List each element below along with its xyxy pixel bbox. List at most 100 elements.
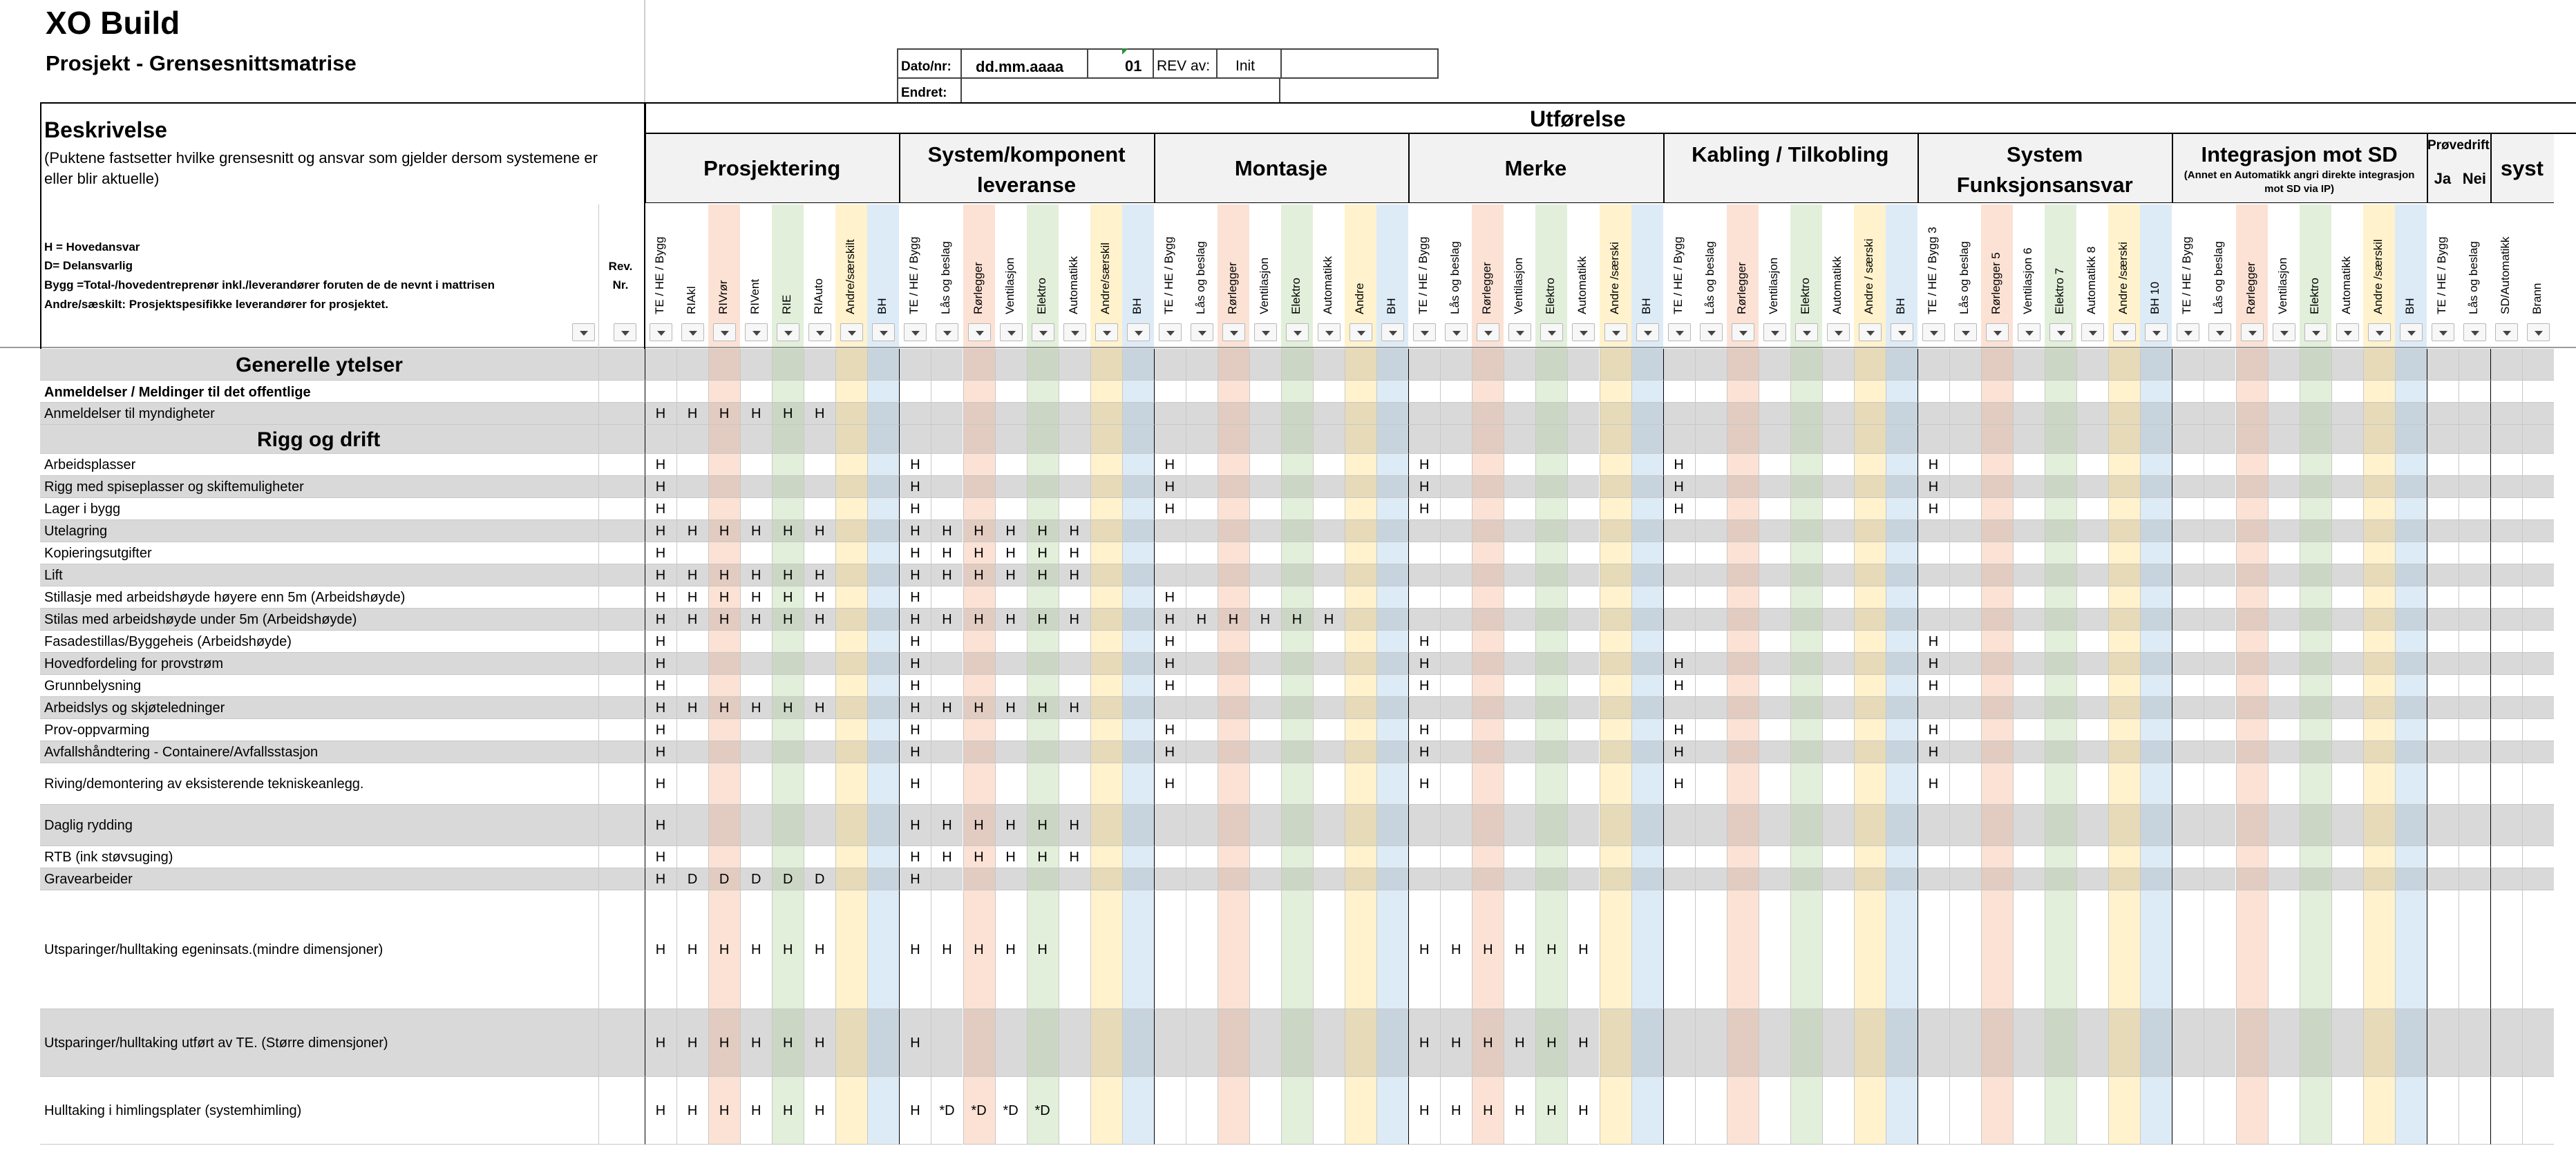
matrix-cell[interactable]: [1121, 476, 1154, 498]
matrix-cell[interactable]: [1599, 520, 1631, 542]
matrix-cell[interactable]: [2172, 719, 2204, 741]
rev-cell[interactable]: [598, 476, 645, 498]
matrix-cell[interactable]: [1153, 846, 1186, 868]
matrix-cell[interactable]: [2235, 631, 2268, 653]
rev-cell[interactable]: [598, 403, 645, 425]
matrix-cell[interactable]: [1949, 805, 1982, 846]
matrix-cell[interactable]: [804, 454, 836, 476]
matrix-cell[interactable]: [2045, 697, 2077, 719]
matrix-cell[interactable]: [1885, 586, 1917, 609]
matrix-cell[interactable]: [1408, 763, 1441, 805]
matrix-cell[interactable]: [1853, 1077, 1886, 1145]
matrix-cell[interactable]: [1567, 890, 1600, 1009]
matrix-cell[interactable]: [2426, 454, 2459, 476]
matrix-cell[interactable]: [1345, 653, 1377, 675]
matrix-cell[interactable]: [1313, 741, 1345, 763]
matrix-cell[interactable]: [994, 675, 1027, 697]
matrix-cell[interactable]: [1153, 719, 1186, 741]
table-row[interactable]: [40, 564, 598, 586]
matrix-cell[interactable]: [1885, 1009, 1917, 1077]
matrix-cell[interactable]: [1058, 631, 1090, 653]
matrix-cell[interactable]: [2140, 719, 2172, 741]
matrix-cell[interactable]: [1249, 403, 1281, 425]
matrix-cell[interactable]: [1249, 719, 1281, 741]
matrix-cell[interactable]: [963, 868, 995, 890]
matrix-cell[interactable]: [867, 349, 900, 381]
matrix-cell[interactable]: [2235, 805, 2268, 846]
matrix-cell[interactable]: [772, 349, 804, 381]
matrix-cell[interactable]: [2267, 631, 2300, 653]
matrix-cell[interactable]: [1026, 542, 1059, 564]
matrix-cell[interactable]: [2426, 1077, 2459, 1145]
matrix-cell[interactable]: [2235, 381, 2268, 403]
matrix-cell[interactable]: [1217, 890, 1249, 1009]
matrix-cell[interactable]: [2204, 805, 2236, 846]
matrix-cell[interactable]: [1472, 741, 1504, 763]
subheader-row[interactable]: [40, 381, 598, 403]
matrix-cell[interactable]: [804, 719, 836, 741]
matrix-cell[interactable]: [1472, 675, 1504, 697]
matrix-cell[interactable]: [2076, 403, 2109, 425]
matrix-cell[interactable]: [804, 609, 836, 631]
matrix-cell[interactable]: [2140, 476, 2172, 498]
matrix-cell[interactable]: [1599, 586, 1631, 609]
matrix-cell[interactable]: [2458, 454, 2490, 476]
matrix-cell[interactable]: [1345, 381, 1377, 403]
matrix-cell[interactable]: [2426, 631, 2459, 653]
filter-dropdown-button[interactable]: [1636, 323, 1659, 341]
matrix-cell[interactable]: [708, 846, 741, 868]
matrix-cell[interactable]: [1663, 454, 1695, 476]
matrix-cell[interactable]: [2267, 564, 2300, 586]
matrix-cell[interactable]: [740, 805, 773, 846]
matrix-cell[interactable]: [2458, 609, 2490, 631]
matrix-cell[interactable]: [2458, 425, 2490, 454]
matrix-cell[interactable]: [1694, 476, 1727, 498]
matrix-cell[interactable]: [1440, 805, 1472, 846]
matrix-cell[interactable]: [1504, 1009, 1536, 1077]
matrix-cell[interactable]: [2172, 498, 2204, 520]
matrix-cell[interactable]: [804, 425, 836, 454]
matrix-cell[interactable]: [804, 498, 836, 520]
matrix-cell[interactable]: [1121, 454, 1154, 476]
matrix-cell[interactable]: [645, 520, 677, 542]
matrix-cell[interactable]: [1026, 890, 1059, 1009]
matrix-cell[interactable]: [2426, 697, 2459, 719]
matrix-cell[interactable]: [1026, 675, 1059, 697]
matrix-cell[interactable]: [1026, 868, 1059, 890]
matrix-cell[interactable]: [1694, 653, 1727, 675]
matrix-cell[interactable]: [2490, 697, 2522, 719]
matrix-cell[interactable]: [2490, 542, 2522, 564]
matrix-cell[interactable]: [2235, 890, 2268, 1009]
matrix-cell[interactable]: [1472, 586, 1504, 609]
matrix-cell[interactable]: [676, 675, 709, 697]
matrix-cell[interactable]: [740, 609, 773, 631]
matrix-cell[interactable]: [963, 890, 995, 1009]
matrix-cell[interactable]: [835, 763, 868, 805]
matrix-cell[interactable]: [1408, 609, 1441, 631]
matrix-cell[interactable]: [2426, 498, 2459, 520]
matrix-cell[interactable]: [1726, 631, 1759, 653]
matrix-cell[interactable]: [1376, 498, 1409, 520]
matrix-cell[interactable]: [1440, 846, 1472, 868]
matrix-cell[interactable]: [1631, 520, 1663, 542]
matrix-cell[interactable]: [1917, 868, 1950, 890]
matrix-cell[interactable]: [2267, 1077, 2300, 1145]
matrix-cell[interactable]: [1026, 586, 1059, 609]
matrix-cell[interactable]: [1599, 675, 1631, 697]
matrix-cell[interactable]: [708, 520, 741, 542]
matrix-cell[interactable]: [1281, 586, 1314, 609]
matrix-cell[interactable]: [1663, 846, 1695, 868]
matrix-cell[interactable]: [899, 1077, 931, 1145]
filter-dropdown-button[interactable]: [2049, 323, 2073, 341]
matrix-cell[interactable]: [1504, 609, 1536, 631]
table-row[interactable]: [40, 763, 598, 805]
matrix-cell[interactable]: [2045, 868, 2077, 890]
matrix-cell[interactable]: [2521, 697, 2554, 719]
matrix-cell[interactable]: [2076, 542, 2109, 564]
matrix-cell[interactable]: [2521, 719, 2554, 741]
matrix-cell[interactable]: [994, 805, 1027, 846]
matrix-cell[interactable]: [1376, 763, 1409, 805]
matrix-cell[interactable]: [1663, 1077, 1695, 1145]
matrix-cell[interactable]: [963, 805, 995, 846]
matrix-cell[interactable]: [772, 1077, 804, 1145]
